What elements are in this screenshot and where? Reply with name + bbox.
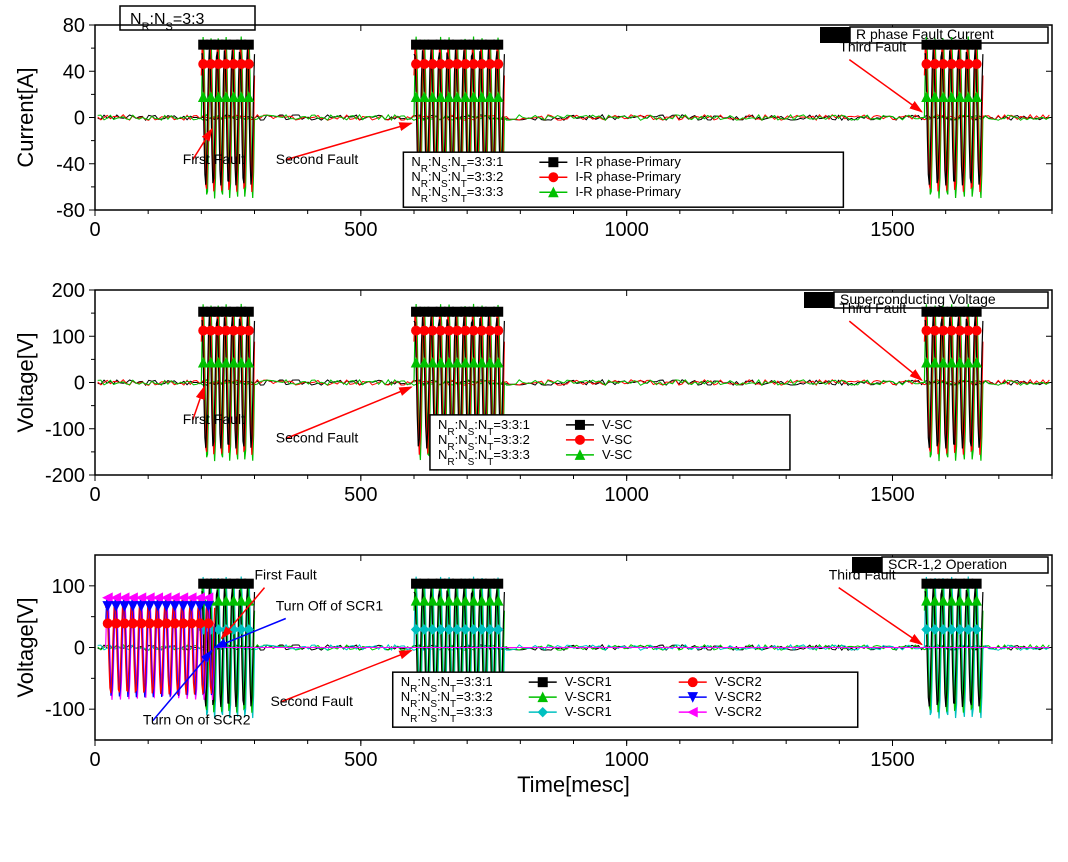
legend-series-name: V-SCR1 <box>565 674 612 689</box>
legend-series-name: V-SC <box>602 447 632 462</box>
ytick-label: -200 <box>45 465 85 487</box>
panel-p2: -200-1000100200Voltage[V]050010001500Sup… <box>13 280 1052 506</box>
xtick-label: 0 <box>89 484 100 506</box>
ytick-label: 40 <box>63 61 85 83</box>
xtick-label: 500 <box>344 749 377 771</box>
annotation-text: Second Fault <box>276 430 359 446</box>
annotation-text: First Fault <box>183 151 245 167</box>
legend-series-name: V-SC <box>602 417 632 432</box>
legend-series-name: V-SCR2 <box>715 674 762 689</box>
ytick-label: -40 <box>56 154 85 176</box>
legend-series-name: I-R phase-Primary <box>575 169 681 184</box>
xtick-label: 1000 <box>604 484 649 506</box>
figure-svg: NR:NS=3:3-80-4004080Current[A]0500100015… <box>0 0 1068 862</box>
ytick-label: 0 <box>74 108 85 130</box>
legend-series-name: V-SCR2 <box>715 704 762 719</box>
ytick-label: 100 <box>52 576 85 598</box>
xtick-label: 500 <box>344 219 377 241</box>
xtick-label: 1000 <box>604 749 649 771</box>
ytick-label: -80 <box>56 200 85 222</box>
annotation-arrow <box>849 60 921 112</box>
xtick-label: 500 <box>344 484 377 506</box>
y-axis-label: Current[A] <box>13 67 38 167</box>
ytick-label: 80 <box>63 15 85 37</box>
annotation-text: Turn On of SCR2 <box>143 712 251 728</box>
legend-series-name: I-R phase-Primary <box>575 184 681 199</box>
ytick-label: -100 <box>45 419 85 441</box>
legend-series-name: V-SC <box>602 432 632 447</box>
annotation-text: Second Fault <box>270 693 353 709</box>
xtick-label: 0 <box>89 219 100 241</box>
legend-series-name: V-SCR1 <box>565 704 612 719</box>
annotation-text: Third Fault <box>839 39 906 55</box>
xtick-label: 1500 <box>870 484 915 506</box>
annotation-arrow <box>849 321 921 380</box>
legend-series-name: I-R phase-Primary <box>575 154 681 169</box>
xtick-label: 1500 <box>870 219 915 241</box>
x-axis-label: Time[mesc] <box>517 772 630 797</box>
annotation-text: Second Fault <box>276 151 359 167</box>
ytick-label: 0 <box>74 373 85 395</box>
xtick-label: 1500 <box>870 749 915 771</box>
legend-series-name: V-SCR2 <box>715 689 762 704</box>
panel-p1: -80-4004080Current[A]050010001500R phase… <box>13 15 1052 241</box>
baseline-trace <box>98 380 1050 386</box>
xtick-label: 0 <box>89 749 100 771</box>
ytick-label: 100 <box>52 326 85 348</box>
ytick-label: 200 <box>52 280 85 302</box>
annotation-text: First Fault <box>255 567 317 583</box>
y-axis-label: Voltage[V] <box>13 597 38 697</box>
panel-title-text: SCR-1,2 Operation <box>888 556 1007 572</box>
annotation-arrow <box>839 588 922 645</box>
baseline-trace <box>98 115 1050 121</box>
y-axis-label: Voltage[V] <box>13 332 38 432</box>
xtick-label: 1000 <box>604 219 649 241</box>
ytick-label: 0 <box>74 638 85 660</box>
legend-series-name: V-SCR1 <box>565 689 612 704</box>
annotation-text: Third Fault <box>839 300 906 316</box>
panel-p3: -100 0 100 Voltage[V] 0 500 1000 1500 SCR-1,2 Op… <box>13 555 1052 771</box>
annotation-text: Turn Off of SCR1 <box>276 598 384 614</box>
annotation-text: First Fault <box>183 411 245 427</box>
ytick-label: -100 <box>45 699 85 721</box>
annotation-text: Third Fault <box>829 567 896 583</box>
